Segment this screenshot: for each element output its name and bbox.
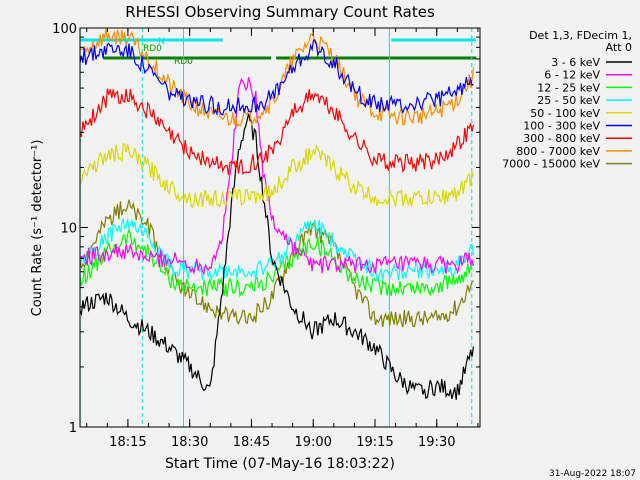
x-tick-label-4: 19:15 xyxy=(356,435,393,450)
x-tick-label-5: 19:30 xyxy=(418,435,455,450)
date-stamp: 31-Aug-2022 18:07 xyxy=(549,469,636,479)
series-line-3 xyxy=(79,217,475,283)
y-tick-label-2: 100 xyxy=(52,22,77,37)
legend-entry-label-5: 100 - 300 keV xyxy=(523,120,600,133)
legend-title-line-1: Att 0 xyxy=(606,41,632,54)
legend-entry-label-7: 800 - 7000 keV xyxy=(516,145,600,158)
series-line-5 xyxy=(79,39,474,117)
series-line-6 xyxy=(79,88,475,176)
series-line-7 xyxy=(79,29,475,128)
axes: 18:15 18:30 18:45 19:00 19:15 19:30 1 10 100 xyxy=(52,22,480,450)
legend-title-line-0: Det 1,3, FDecim 1, xyxy=(529,29,632,42)
legend-entry-label-3: 25 - 50 keV xyxy=(537,94,600,107)
annotation-label-1: RD0 xyxy=(143,44,162,54)
chart-title: RHESSI Observing Summary Count Rates xyxy=(125,3,435,21)
legend-entry-label-8: 7000 - 15000 keV xyxy=(502,158,600,171)
y-axis-label: Count Rate (s⁻¹ detector⁻¹) xyxy=(30,140,45,317)
x-tick-label-2: 18:45 xyxy=(233,435,270,450)
series-line-4 xyxy=(79,142,475,209)
series-lines xyxy=(79,29,475,400)
y-tick-label-0: 1 xyxy=(69,421,77,436)
series-line-1 xyxy=(79,76,475,275)
x-axis-label: Start Time (07-May-16 18:03:22) xyxy=(165,456,395,472)
legend-entry-label-4: 50 - 100 keV xyxy=(530,107,600,120)
annotation-label-0: N xyxy=(158,37,165,47)
annotation-label-2: RD0 xyxy=(174,57,193,67)
legend-entry-label-1: 6 - 12 keV xyxy=(544,69,600,82)
attenuator-bands xyxy=(80,38,477,60)
x-tick-label-0: 18:15 xyxy=(109,435,146,450)
series-line-0 xyxy=(79,113,475,400)
x-tick-label-3: 19:00 xyxy=(294,435,331,450)
series-line-8 xyxy=(79,199,474,328)
x-tick-label-1: 18:30 xyxy=(171,435,208,450)
y-tick-label-1: 10 xyxy=(60,222,77,237)
legend-entry-label-6: 300 - 800 keV xyxy=(523,132,600,145)
legend-entry-label-2: 12 - 25 keV xyxy=(537,81,600,94)
legend-entry-label-0: 3 - 6 keV xyxy=(551,56,600,69)
